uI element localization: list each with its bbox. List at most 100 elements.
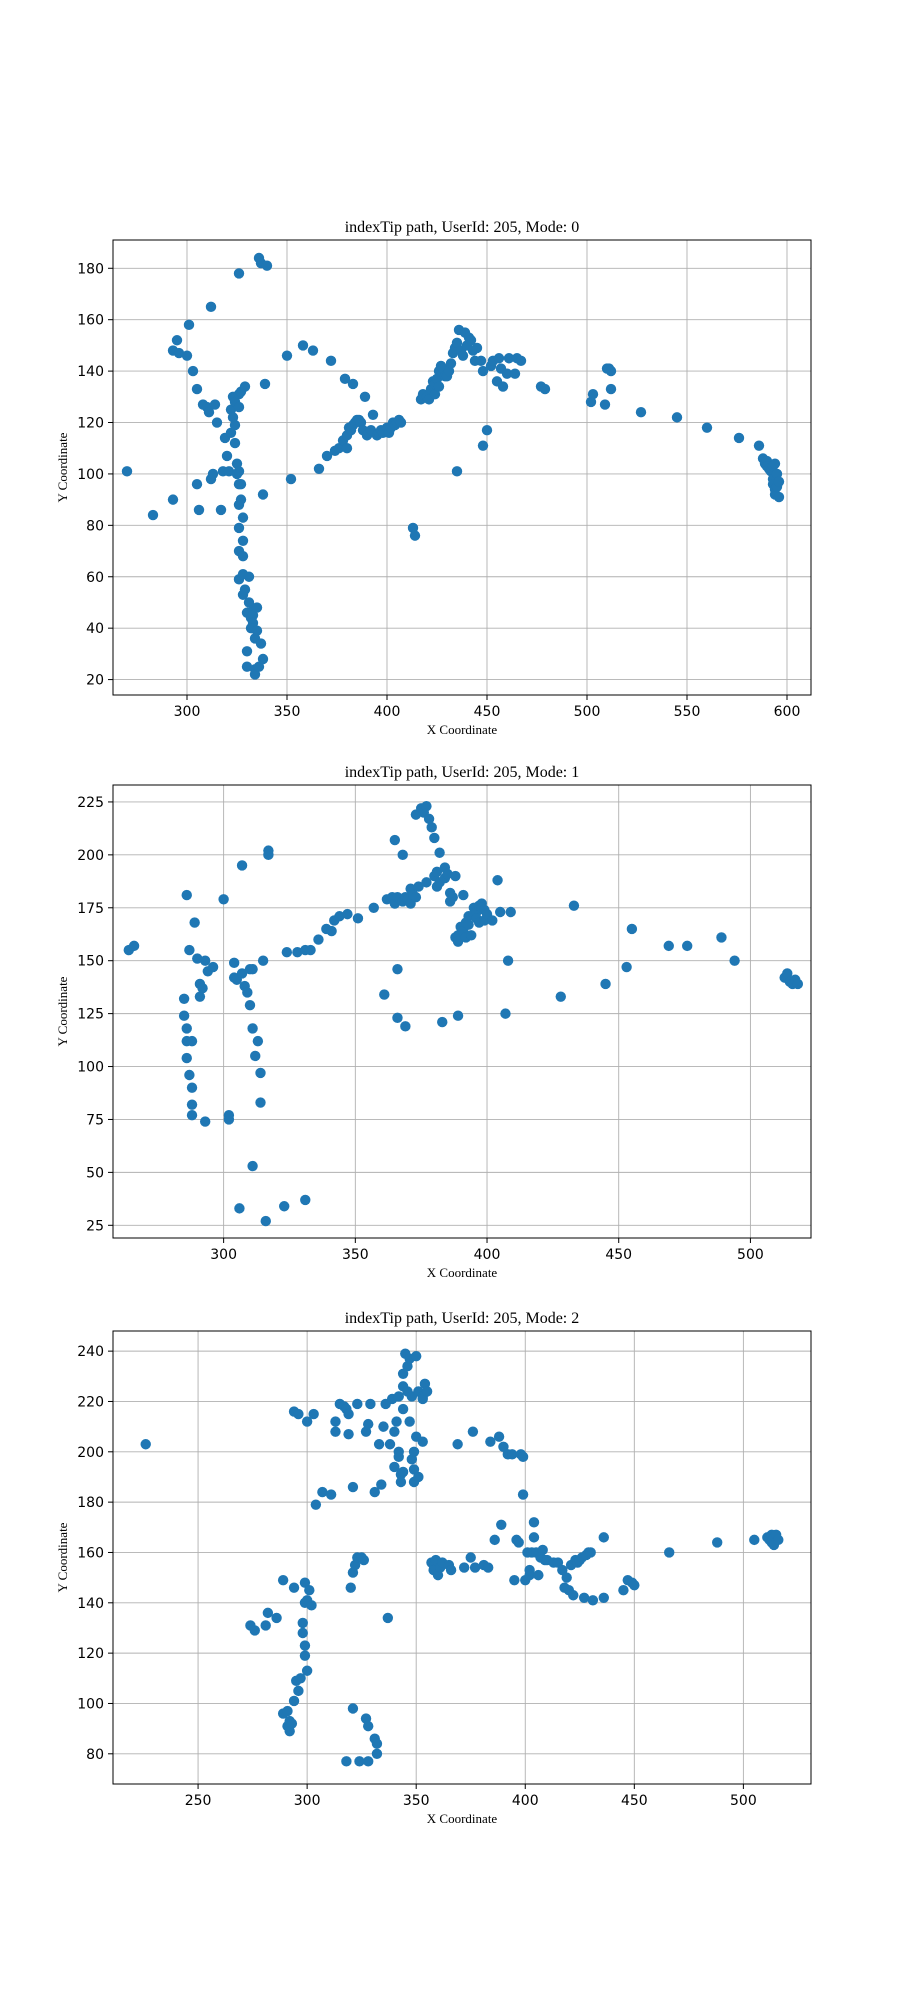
data-point — [121, 466, 133, 477]
data-point — [421, 800, 432, 812]
data-point — [285, 473, 297, 485]
y-axis-label: Y Coordinate — [55, 1522, 70, 1592]
data-point — [513, 1537, 524, 1548]
data-point — [445, 358, 457, 369]
data-point — [173, 347, 185, 359]
data-point — [257, 489, 269, 500]
data-point — [352, 1398, 363, 1410]
data-point — [288, 1695, 300, 1707]
chart-title: indexTip path, UserId: 205, Mode: 2 — [345, 1310, 580, 1327]
data-point — [333, 443, 345, 454]
y-tick-label: 200 — [77, 1445, 104, 1461]
data-point — [203, 407, 215, 418]
data-point — [410, 1350, 422, 1362]
data-point — [587, 1595, 599, 1606]
data-point — [234, 1203, 245, 1214]
data-point — [485, 1436, 496, 1447]
data-point — [342, 908, 353, 920]
data-point — [621, 961, 632, 973]
y-tick-label: 225 — [77, 795, 104, 811]
chart-title: indexTip path, UserId: 205, Mode: 0 — [345, 219, 580, 236]
data-point — [128, 940, 140, 952]
data-point — [228, 957, 240, 969]
data-point — [241, 661, 253, 672]
data-point — [251, 602, 263, 613]
data-point — [600, 978, 611, 990]
data-point — [733, 432, 745, 444]
data-point — [279, 1201, 290, 1212]
data-point — [389, 1461, 400, 1473]
data-point — [262, 1607, 274, 1619]
data-point — [199, 955, 211, 966]
data-point — [413, 1471, 424, 1483]
data-point — [250, 1050, 261, 1062]
data-point — [147, 509, 159, 521]
data-point — [408, 1464, 420, 1475]
data-point — [186, 1082, 198, 1093]
data-point — [339, 373, 351, 385]
y-tick-label: 100 — [77, 1696, 104, 1712]
data-point — [363, 1720, 374, 1732]
data-point — [260, 1215, 271, 1227]
data-point — [193, 504, 205, 516]
data-point — [313, 934, 324, 945]
data-point — [445, 1564, 457, 1576]
data-point — [251, 625, 263, 636]
data-point — [376, 1479, 387, 1490]
chart-title: indexTip path, UserId: 205, Mode: 1 — [345, 764, 580, 781]
data-point — [282, 1705, 293, 1717]
data-point — [257, 955, 269, 966]
y-tick-label: 125 — [77, 1007, 104, 1023]
data-point — [205, 301, 217, 313]
data-point — [297, 1617, 308, 1629]
data-point — [605, 365, 617, 377]
data-point — [218, 894, 229, 905]
data-point — [300, 1194, 311, 1206]
data-point — [555, 991, 566, 1002]
data-point — [749, 1534, 760, 1546]
data-point — [260, 1620, 271, 1631]
data-point — [598, 1592, 609, 1603]
data-point — [237, 512, 249, 523]
data-point — [533, 1569, 544, 1581]
data-point — [225, 427, 237, 438]
data-point — [297, 340, 309, 351]
data-point — [299, 1577, 311, 1588]
data-point — [568, 1590, 579, 1601]
data-point — [729, 955, 740, 966]
data-point — [417, 1393, 428, 1405]
data-point — [557, 1564, 568, 1576]
data-point — [301, 1665, 313, 1676]
x-tick-label: 550 — [674, 704, 701, 720]
data-point — [197, 983, 208, 994]
data-point — [313, 463, 325, 474]
data-point — [392, 963, 403, 975]
data-point — [505, 906, 516, 918]
data-point — [140, 1439, 151, 1450]
x-tick-label: 400 — [512, 1793, 539, 1809]
data-point — [171, 335, 183, 346]
data-point — [451, 466, 463, 477]
y-tick-label: 80 — [86, 518, 104, 534]
data-point — [325, 1489, 337, 1500]
data-point — [253, 661, 265, 672]
data-point — [192, 953, 203, 964]
data-point — [423, 813, 435, 825]
data-point — [421, 877, 432, 888]
data-point — [191, 479, 203, 490]
data-point — [452, 936, 464, 947]
x-axis-label: X Coordinate — [427, 722, 498, 737]
x-tick-label: 300 — [210, 1247, 237, 1263]
data-point — [433, 381, 445, 392]
x-tick-label: 400 — [474, 1247, 501, 1263]
data-point — [524, 1564, 535, 1576]
data-point — [221, 450, 233, 462]
data-point — [408, 1446, 420, 1458]
x-tick-label: 450 — [621, 1793, 648, 1809]
data-point — [447, 891, 458, 903]
data-point — [306, 1600, 317, 1611]
data-point — [223, 466, 235, 477]
data-point — [237, 535, 249, 546]
data-point — [384, 1439, 396, 1450]
